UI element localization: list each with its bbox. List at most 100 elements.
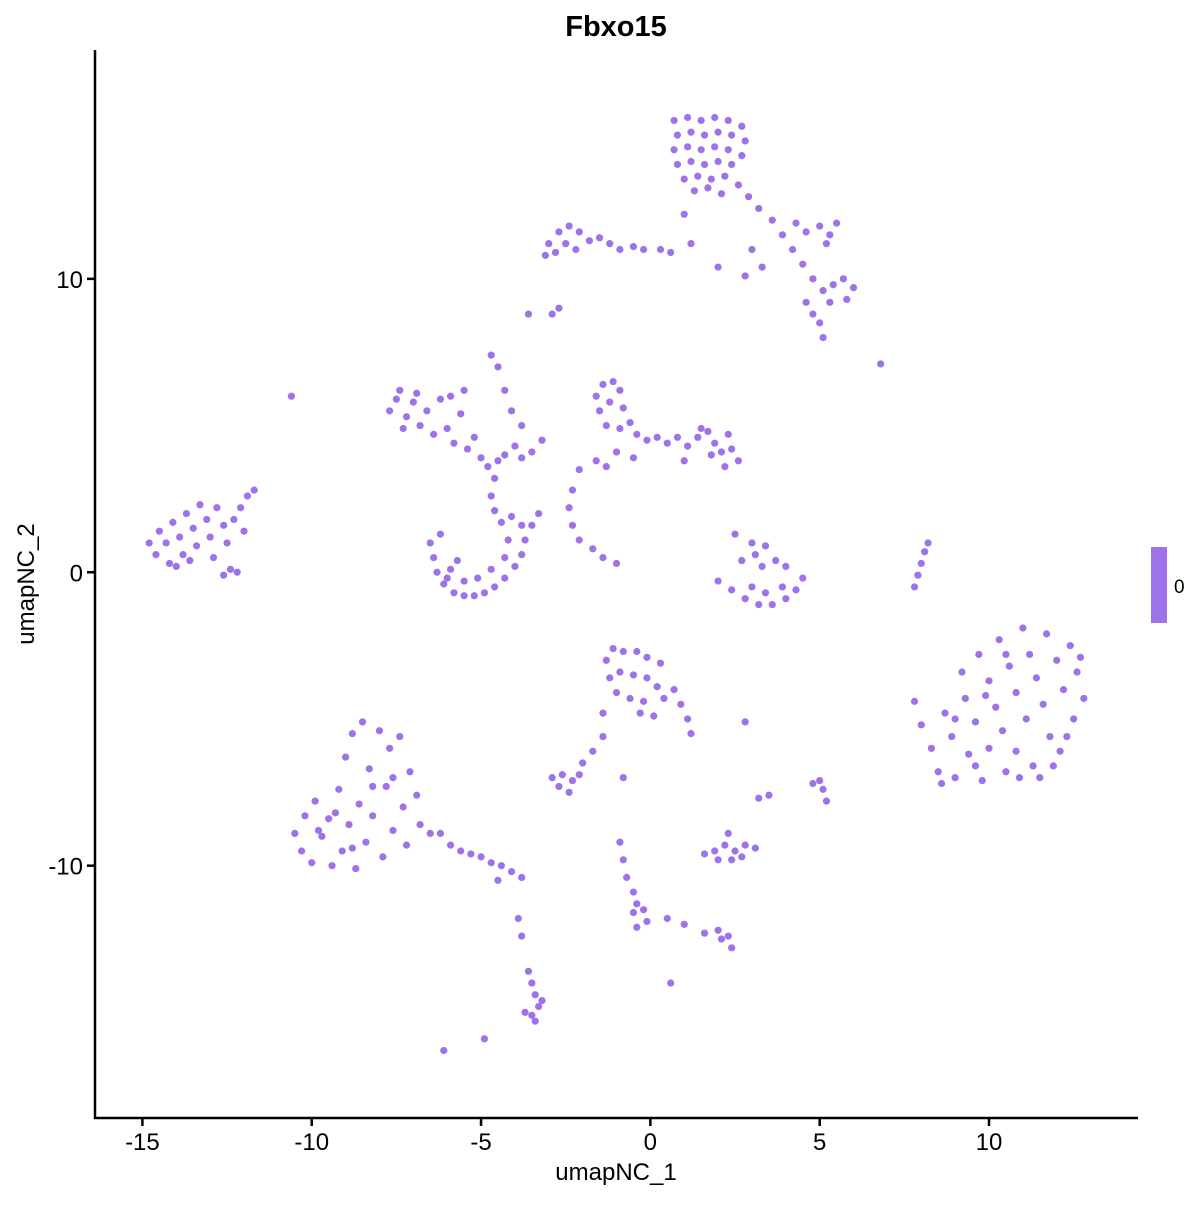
data-point [951,715,959,723]
data-point [629,888,638,896]
data-point [1066,642,1074,650]
data-point [961,694,969,703]
data-point [565,222,573,230]
data-point [186,556,194,565]
data-point [443,424,451,433]
data-point [778,583,787,591]
data-point [612,688,621,697]
data-point [751,551,759,559]
data-point [724,430,732,438]
chart-title: Fbxo15 [565,11,667,43]
data-point [616,245,624,254]
data-point [741,272,749,280]
data-point [680,210,688,218]
data-point [595,234,604,242]
data-point [480,589,489,597]
data-point [1005,662,1013,670]
data-point [1012,688,1020,697]
data-point [639,245,648,254]
data-point [599,380,607,389]
data-point [694,172,702,180]
data-point [917,721,925,729]
data-point [416,820,424,829]
data-point [518,454,526,462]
data-point [592,392,600,400]
data-point [203,515,211,524]
data-point [958,668,966,676]
data-point [998,727,1007,735]
y-tick-label: 0 [70,560,83,587]
data-point [602,656,610,664]
data-point [507,512,516,521]
data-point [480,1035,489,1043]
data-point [409,398,417,406]
data-point [609,377,617,386]
points-layer [145,113,1088,1055]
data-point [528,979,536,987]
data-point [734,181,743,189]
data-point [633,647,641,656]
data-point [511,562,519,570]
data-point [758,263,766,271]
data-point [463,445,472,453]
data-point [741,137,749,145]
data-point [555,228,563,236]
data-point [670,146,678,154]
data-point [287,392,296,400]
x-tick-label: -10 [294,1129,329,1156]
data-point [399,803,407,811]
data-point [971,718,980,726]
data-point [714,577,722,585]
data-point [802,298,810,306]
data-point [975,650,983,659]
data-point [982,691,990,700]
data-point [433,568,441,576]
data-point [616,668,624,676]
data-point [250,486,258,494]
data-point [501,451,509,459]
data-point [965,750,973,758]
data-point [765,791,773,799]
data-point [511,442,519,450]
data-point [575,771,583,779]
data-point [816,319,824,327]
data-point [470,592,478,600]
data-point [413,389,421,397]
data-point [602,421,610,430]
data-point [629,454,638,462]
data-point [392,395,400,403]
data-point [396,386,404,394]
data-point [1022,715,1030,723]
data-point [558,771,566,779]
data-point [738,556,746,565]
data-point [717,935,726,943]
data-point [602,463,610,471]
data-point [849,284,858,292]
data-point [311,797,319,805]
data-point [477,454,485,462]
data-point [487,859,495,867]
data-point [606,674,614,682]
data-point [355,800,363,808]
data-point [233,568,241,576]
data-point [700,850,709,858]
data-point [1073,668,1081,676]
data-point [399,424,407,433]
data-point [369,812,377,820]
data-point [839,275,847,283]
data-point [684,143,692,151]
data-point [182,509,191,518]
data-point [629,909,638,917]
data-point [629,242,638,251]
data-point [575,465,583,474]
data-point [623,873,631,882]
data-point [524,967,533,975]
data-point [1046,732,1054,741]
y-tick-label: 10 [56,267,83,294]
data-point [291,829,299,837]
data-point [555,782,563,791]
data-point [782,595,790,603]
data-point [524,310,533,318]
data-point [971,762,980,770]
data-point [484,463,492,471]
